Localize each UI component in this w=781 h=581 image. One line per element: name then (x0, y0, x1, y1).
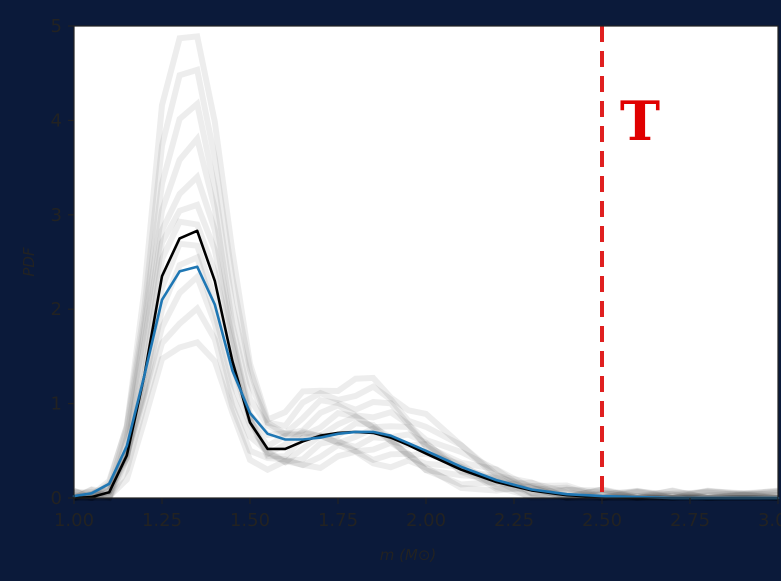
posterior-band (72, 271, 779, 502)
plot-background (74, 26, 778, 498)
y-tick-label: 2 (51, 299, 62, 320)
x-tick-label: 2.50 (582, 510, 622, 531)
x-tick-label: 1.00 (54, 510, 94, 531)
x-axis-label: m (M⊙) (380, 546, 437, 564)
y-tick-label: 1 (51, 394, 62, 415)
x-tick-label: 1.50 (230, 510, 270, 531)
posterior-band (73, 33, 779, 502)
x-tick-label: 2.75 (670, 510, 710, 531)
series-line-1 (72, 265, 780, 500)
posterior-band (74, 66, 779, 501)
x-tick-label: 1.25 (142, 510, 182, 531)
annotation-label: T (620, 89, 660, 153)
x-tick-label: 2.00 (406, 510, 446, 531)
y-tick-label: 5 (51, 16, 62, 37)
x-tick-label: 2.25 (494, 510, 534, 531)
y-axis-label: PDF (20, 247, 38, 277)
y-axis-ticks: 0 1 2 3 4 5 (51, 16, 74, 509)
x-tick-label: 1.75 (318, 510, 358, 531)
y-tick-label: 3 (51, 205, 62, 226)
x-tick-label: 3.00 (758, 510, 781, 531)
y-tick-label: 4 (51, 110, 62, 131)
posterior-band (74, 240, 779, 501)
series-layer (72, 229, 780, 500)
x-axis-ticks: 1.00 1.25 1.50 1.75 2.00 2.25 2.50 2.75 3.00 (54, 498, 781, 531)
y-tick-label: 0 (51, 488, 62, 509)
